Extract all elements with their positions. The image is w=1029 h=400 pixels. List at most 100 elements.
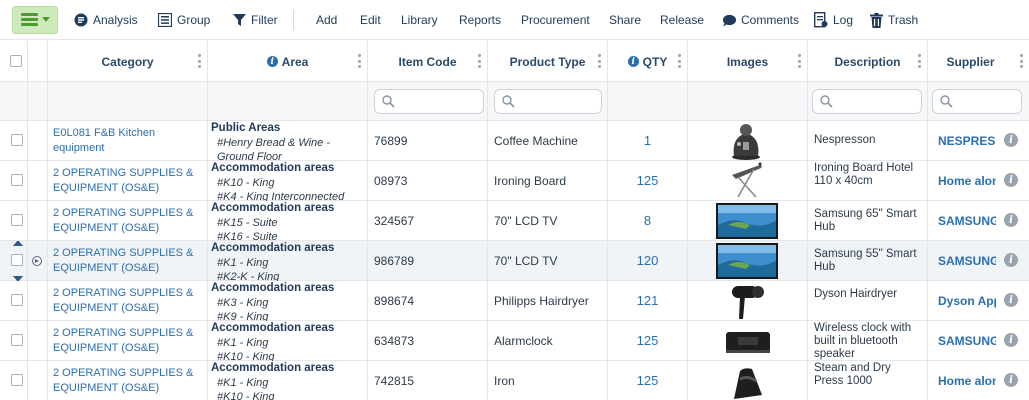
main-menu-button[interactable] [12,5,58,34]
images-cell[interactable] [688,281,808,321]
qty-value[interactable]: 8 [643,213,652,228]
row-checkbox[interactable] [11,134,23,146]
category-link[interactable]: 2 OPERATING SUPPLIES & EQUIPMENT (OS&E) [53,287,194,314]
row-checkbox[interactable] [11,334,23,346]
column-menu-icon[interactable] [798,54,801,68]
release-button[interactable]: Release [660,0,704,40]
supplier-cell[interactable]: SAMSUNG i [928,241,1029,281]
expand-row-icon[interactable] [32,256,42,266]
supplier-cell[interactable]: Home alone i [928,161,1029,201]
comments-button[interactable]: Comments [722,0,799,40]
product-type-cell[interactable]: Iron [488,361,608,400]
area-cell[interactable]: Accommodation areas #K1 - King #K10 - Ki… [208,321,368,361]
images-cell[interactable] [688,361,808,400]
category-cell[interactable]: 2 OPERATING SUPPLIES & EQUIPMENT (OS&E) [48,241,208,281]
filter-button[interactable]: Filter [232,0,278,40]
reports-button[interactable]: Reports [459,0,501,40]
description-cell[interactable]: Dyson Hairdryer [808,281,928,321]
item-code-cell[interactable]: 324567 [368,201,488,241]
qty-cell[interactable]: 121 [608,281,688,321]
supplier-link[interactable]: SAMSUNG [938,254,996,268]
qty-cell[interactable]: 125 [608,161,688,201]
supplier-link[interactable]: SAMSUNG [938,334,996,348]
description-cell[interactable]: Ironing Board Hotel 110 x 40cm [808,161,928,201]
table-row[interactable]: 2 OPERATING SUPPLIES & EQUIPMENT (OS&E) … [0,161,1029,201]
table-row[interactable]: 2 OPERATING SUPPLIES & EQUIPMENT (OS&E) … [0,281,1029,321]
supplier-cell[interactable]: NESPRESSO i [928,121,1029,161]
category-cell[interactable]: 2 OPERATING SUPPLIES & EQUIPMENT (OS&E) [48,361,208,400]
column-menu-icon[interactable] [918,54,921,68]
product-type-cell[interactable]: Coffee Machine [488,121,608,161]
qty-cell[interactable]: 120 [608,241,688,281]
images-cell[interactable] [688,321,808,361]
supplier-info-icon[interactable]: i [1004,213,1018,227]
images-cell[interactable] [688,161,808,201]
category-cell[interactable]: 2 OPERATING SUPPLIES & EQUIPMENT (OS&E) [48,281,208,321]
qty-value[interactable]: 121 [636,293,659,308]
supplier-link[interactable]: Home alone [938,174,996,188]
item-code-cell[interactable]: 634873 [368,321,488,361]
qty-value[interactable]: 125 [636,373,659,388]
item-code-cell[interactable]: 76899 [368,121,488,161]
column-menu-icon[interactable] [478,54,481,68]
column-header-category[interactable]: Category [48,41,208,82]
column-header-description[interactable]: Description [808,41,928,82]
qty-value[interactable]: 120 [636,253,659,268]
area-cell[interactable]: Accommodation areas #K10 - King #K4 - Ki… [208,161,368,201]
category-link[interactable]: 2 OPERATING SUPPLIES & EQUIPMENT (OS&E) [53,367,194,394]
item-code-cell[interactable]: 08973 [368,161,488,201]
row-checkbox[interactable] [11,174,23,186]
item-code-cell[interactable]: 986789 [368,241,488,281]
category-link[interactable]: E0L081 F&B Kitchen equipment [53,127,156,154]
row-checkbox[interactable] [11,254,23,266]
product-type-cell[interactable]: Alarmclock [488,321,608,361]
area-cell[interactable]: Accommodation areas #K1 - King #K10 - Ki… [208,361,368,400]
row-checkbox[interactable] [11,374,23,386]
column-header-product-type[interactable]: Product Type [488,41,608,82]
supplier-info-icon[interactable]: i [1004,133,1018,147]
info-icon[interactable]: i [627,56,639,67]
column-menu-icon[interactable] [358,54,361,68]
column-menu-icon[interactable] [198,54,201,68]
qty-cell[interactable]: 125 [608,321,688,361]
supplier-search-input[interactable] [932,89,1022,114]
column-menu-icon[interactable] [678,54,681,68]
qty-value[interactable]: 125 [636,333,659,348]
product-type-cell[interactable]: 70" LCD TV [488,201,608,241]
description-cell[interactable]: Samsung 55" Smart Hub [808,241,928,281]
category-cell[interactable]: 2 OPERATING SUPPLIES & EQUIPMENT (OS&E) [48,321,208,361]
qty-cell[interactable]: 1 [608,121,688,161]
images-cell[interactable] [688,121,808,161]
supplier-cell[interactable]: Dyson Appliances i [928,281,1029,321]
column-header-item-code[interactable]: Item Code [368,41,488,82]
category-link[interactable]: 2 OPERATING SUPPLIES & EQUIPMENT (OS&E) [53,327,194,354]
category-cell[interactable]: 2 OPERATING SUPPLIES & EQUIPMENT (OS&E) [48,201,208,241]
edit-button[interactable]: Edit [360,0,381,40]
qty-cell[interactable]: 125 [608,361,688,400]
images-cell[interactable] [688,241,808,281]
group-button[interactable]: Group [158,0,210,40]
supplier-info-icon[interactable]: i [1004,173,1018,187]
column-header-supplier[interactable]: Supplier [928,41,1029,82]
supplier-info-icon[interactable]: i [1004,293,1018,307]
procurement-button[interactable]: Procurement [521,0,590,40]
column-header-area[interactable]: i Area [208,41,368,82]
category-cell[interactable]: E0L081 F&B Kitchen equipment [48,121,208,161]
description-cell[interactable]: Nespresson [808,121,928,161]
add-button[interactable]: Add [316,0,337,40]
description-cell[interactable]: Steam and Dry Press 1000 [808,361,928,400]
description-search-input[interactable] [812,89,922,114]
move-up-icon[interactable] [13,241,23,246]
share-button[interactable]: Share [609,0,641,40]
select-all-checkbox[interactable] [10,55,22,67]
supplier-cell[interactable]: SAMSUNG i [928,321,1029,361]
table-row[interactable]: E0L081 F&B Kitchen equipment Public Area… [0,121,1029,161]
area-cell[interactable]: Public Areas #Henry Bread & Wine - Groun… [208,121,368,161]
supplier-link[interactable]: Home alone [938,374,996,388]
product-type-search-input[interactable] [494,89,602,114]
supplier-link[interactable]: Dyson Appliances [938,294,996,308]
category-link[interactable]: 2 OPERATING SUPPLIES & EQUIPMENT (OS&E) [53,207,194,234]
item-code-cell[interactable]: 898674 [368,281,488,321]
product-type-cell[interactable]: Ironing Board [488,161,608,201]
category-link[interactable]: 2 OPERATING SUPPLIES & EQUIPMENT (OS&E) [53,167,194,194]
